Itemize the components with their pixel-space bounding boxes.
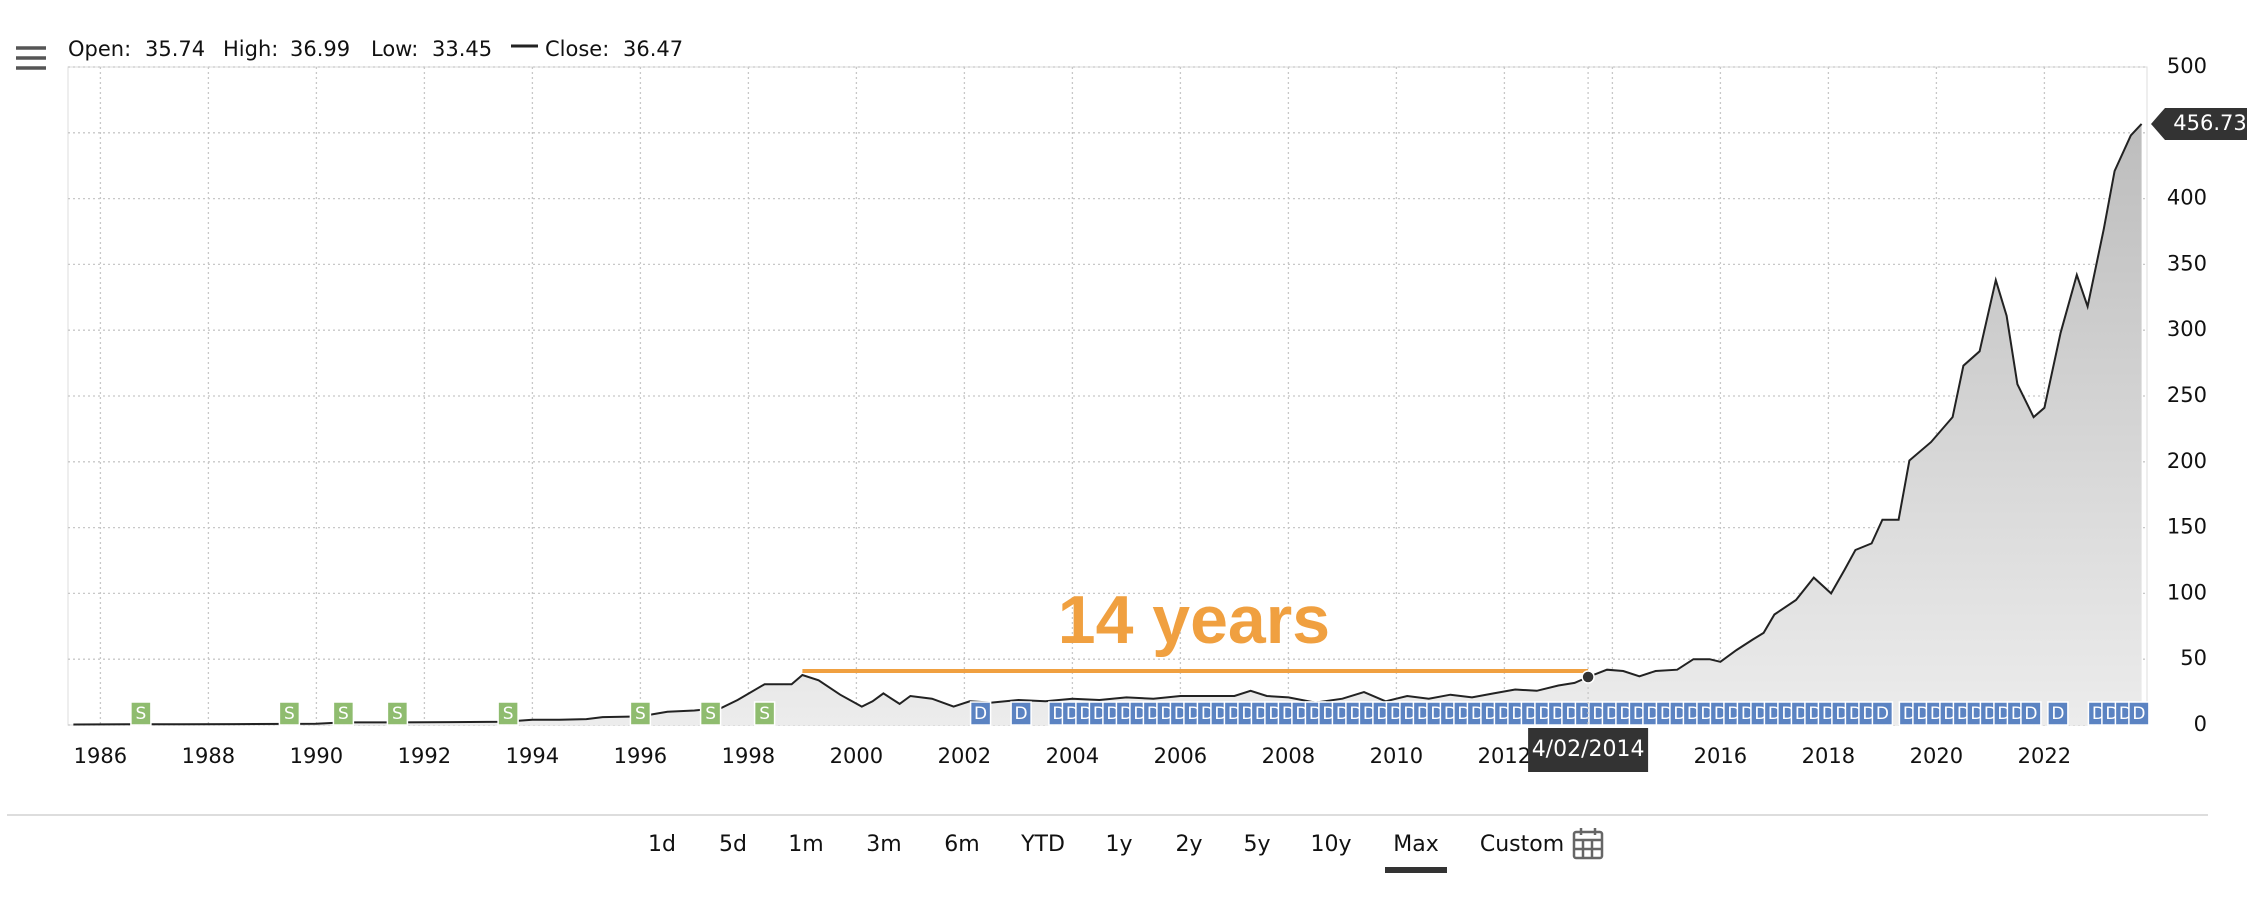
x-tick-label: 2000 [830,744,883,768]
range-button[interactable]: 5y [1243,832,1270,857]
flag-label: D [2132,704,2145,724]
flag [699,701,722,726]
flag-label: D [2051,704,2064,724]
flag-label: S [284,704,295,724]
range-button[interactable]: 10y [1310,832,1351,857]
x-tick-label: 2020 [1910,744,1963,768]
x-tick-label: 2018 [1802,744,1855,768]
flag [629,701,652,726]
y-tick-label: 350 [2167,251,2207,275]
y-tick-label: 300 [2167,317,2207,341]
range-button[interactable]: YTD [1020,832,1065,857]
range-button[interactable]: 1m [788,832,823,857]
flag [332,701,355,726]
flag-label: D [2024,704,2037,724]
x-tick-label: 1996 [614,744,667,768]
flag-label: S [392,704,403,724]
flag-label: S [705,704,716,724]
x-tick-label: 1992 [398,744,451,768]
flag [753,701,776,726]
flag [1010,701,1032,726]
flag [2020,701,2042,726]
menu-icon[interactable] [16,46,46,70]
x-tick-label: 2022 [2018,744,2071,768]
flag [2047,701,2069,726]
last-value-label: 456.73 [2173,111,2246,135]
flag-label: D [974,704,987,724]
flag-label: S [136,704,147,724]
x-tick-label: 2008 [1262,744,1315,768]
y-tick-label: 50 [2180,646,2207,670]
range-button[interactable]: 6m [944,832,979,857]
selected-underline [1385,867,1447,873]
flag-label: S [503,704,514,724]
ohlc-value: 35.74 [145,37,205,61]
range-button[interactable]: 1y [1105,832,1132,857]
range-button[interactable]: 5d [719,832,747,857]
y-tick-label: 200 [2167,449,2207,473]
x-tick-label: 2012 [1478,744,1531,768]
x-tick-label: 2004 [1046,744,1099,768]
x-tick-label: 2016 [1694,744,1747,768]
ohlc-label: Open: [68,37,131,61]
flag [130,701,152,726]
ohlc-value: 36.47 [623,37,683,61]
flag-label: D [1015,704,1028,724]
y-tick-label: 0 [2194,712,2207,736]
ohlc-label: High: [223,37,278,61]
annotation-text: 14 years [1058,582,1330,658]
range-button[interactable]: 2y [1175,832,1202,857]
y-tick-label: 100 [2167,580,2207,604]
hover-date-box [1528,728,1649,772]
flag [2128,701,2150,726]
flag [1871,701,1894,726]
flag-label: S [635,704,646,724]
hover-point [1581,670,1595,684]
x-tick-label: 2010 [1370,744,1423,768]
flag-label: S [759,704,770,724]
area [73,123,2142,725]
ohlc-label: Close: [545,37,609,61]
x-tick-label: 1998 [722,744,775,768]
flag [969,701,992,726]
x-tick-label: 1988 [182,744,235,768]
flag [386,701,409,726]
calendar-icon[interactable] [1572,828,1604,860]
y-tick-label: 500 [2167,54,2207,78]
last-value-box [2151,107,2247,140]
y-tick-label: 400 [2167,186,2207,210]
x-tick-label: 1986 [74,744,127,768]
range-button[interactable]: 1d [648,832,676,857]
x-tick-label: 2006 [1154,744,1207,768]
line [73,123,2143,726]
range-button[interactable]: Max [1393,832,1438,857]
y-tick-label: 150 [2167,515,2207,539]
ohlc-label: Low: [371,37,418,61]
flag-label: D [1876,704,1889,724]
x-tick-label: 2002 [938,744,991,768]
x-tick-label: 1994 [506,744,559,768]
ohlc-value: 33.45 [432,37,492,61]
range-button[interactable]: 3m [866,832,901,857]
y-tick-label: 250 [2167,383,2207,407]
flag [497,701,519,726]
hover-date: 4/02/2014 [1532,737,1645,762]
flag [278,701,301,726]
x-tick-label: 1990 [290,744,343,768]
range-button[interactable]: Custom [1480,832,1564,857]
ohlc-value: 36.99 [290,37,350,61]
flag-label: S [338,704,349,724]
